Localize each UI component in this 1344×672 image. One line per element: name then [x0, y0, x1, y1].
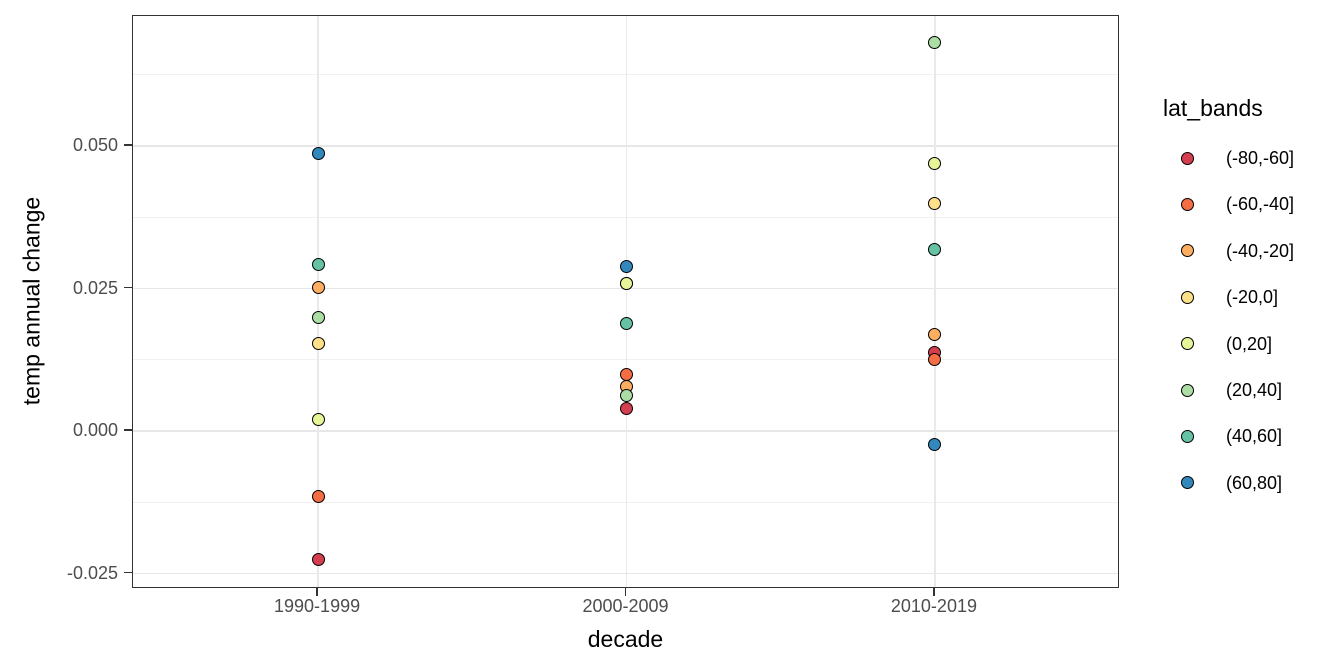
data-point — [620, 259, 633, 273]
data-point — [311, 337, 325, 351]
y-axis-tick — [124, 571, 132, 574]
gridline-minor — [133, 359, 1118, 361]
legend-key-dot — [1181, 337, 1194, 351]
y-tick-label: 0.050 — [72, 134, 118, 155]
legend-key-dot — [1181, 383, 1194, 397]
legend-key-dot — [1181, 290, 1194, 304]
x-tick-label: 2010-2019 — [890, 596, 977, 616]
legend-key-dot — [1181, 476, 1194, 490]
legend-label: (-80,-60] — [1226, 148, 1295, 168]
gridline-minor — [133, 216, 1118, 218]
data-point — [928, 242, 942, 256]
data-point — [311, 257, 325, 271]
legend-label: (0,20] — [1226, 333, 1273, 354]
legend-label: (20,40] — [1226, 380, 1283, 400]
data-point — [620, 402, 633, 416]
data-point — [311, 553, 325, 567]
data-point — [928, 156, 942, 170]
x-axis-tick — [933, 588, 935, 596]
gridline-minor — [133, 74, 1118, 76]
x-axis-tick — [624, 588, 627, 596]
y-tick-label: 0.025 — [72, 277, 118, 298]
data-point — [311, 412, 325, 426]
y-axis-title: temp annual change — [18, 196, 45, 406]
data-point — [928, 353, 942, 367]
data-point — [928, 196, 942, 210]
data-point — [311, 281, 325, 295]
data-point — [311, 489, 325, 503]
data-point — [928, 327, 942, 341]
gridline-major — [133, 430, 1118, 432]
legend-label: (-40,-20] — [1226, 240, 1295, 261]
data-point — [311, 310, 325, 324]
gridline-vertical — [625, 16, 628, 587]
legend-key-dot — [1181, 429, 1194, 443]
x-axis-tick — [316, 588, 318, 596]
y-axis-tick — [124, 144, 132, 146]
gridline-major — [133, 572, 1118, 575]
legend-key-dot — [1181, 151, 1194, 165]
legend-title: lat_bands — [1163, 95, 1263, 121]
legend-label: (-20,0] — [1226, 287, 1279, 308]
legend-key-dot — [1181, 244, 1194, 258]
data-point — [311, 147, 325, 161]
data-point — [620, 367, 633, 381]
legend-label: (40,60] — [1226, 426, 1283, 447]
y-tick-label: 0.000 — [72, 420, 118, 441]
y-axis-tick — [124, 429, 132, 431]
gridline-major — [133, 145, 1118, 147]
x-axis-title: decade — [587, 626, 664, 652]
x-tick-label: 1990-1999 — [274, 596, 361, 616]
y-axis-tick — [124, 286, 132, 289]
plot-panel — [132, 15, 1119, 588]
data-point — [620, 388, 633, 402]
data-point — [620, 316, 633, 330]
legend-label: (-60,-40] — [1226, 194, 1295, 215]
gridline-minor — [133, 501, 1118, 503]
gridline-vertical — [934, 16, 936, 587]
legend-key-dot — [1181, 197, 1194, 211]
data-point — [928, 35, 942, 49]
data-point — [620, 277, 633, 291]
data-point — [928, 437, 942, 451]
x-tick-label: 2000-2009 — [582, 596, 669, 616]
y-tick-label: -0.025 — [66, 562, 118, 583]
legend-label: (60,80] — [1226, 472, 1283, 493]
